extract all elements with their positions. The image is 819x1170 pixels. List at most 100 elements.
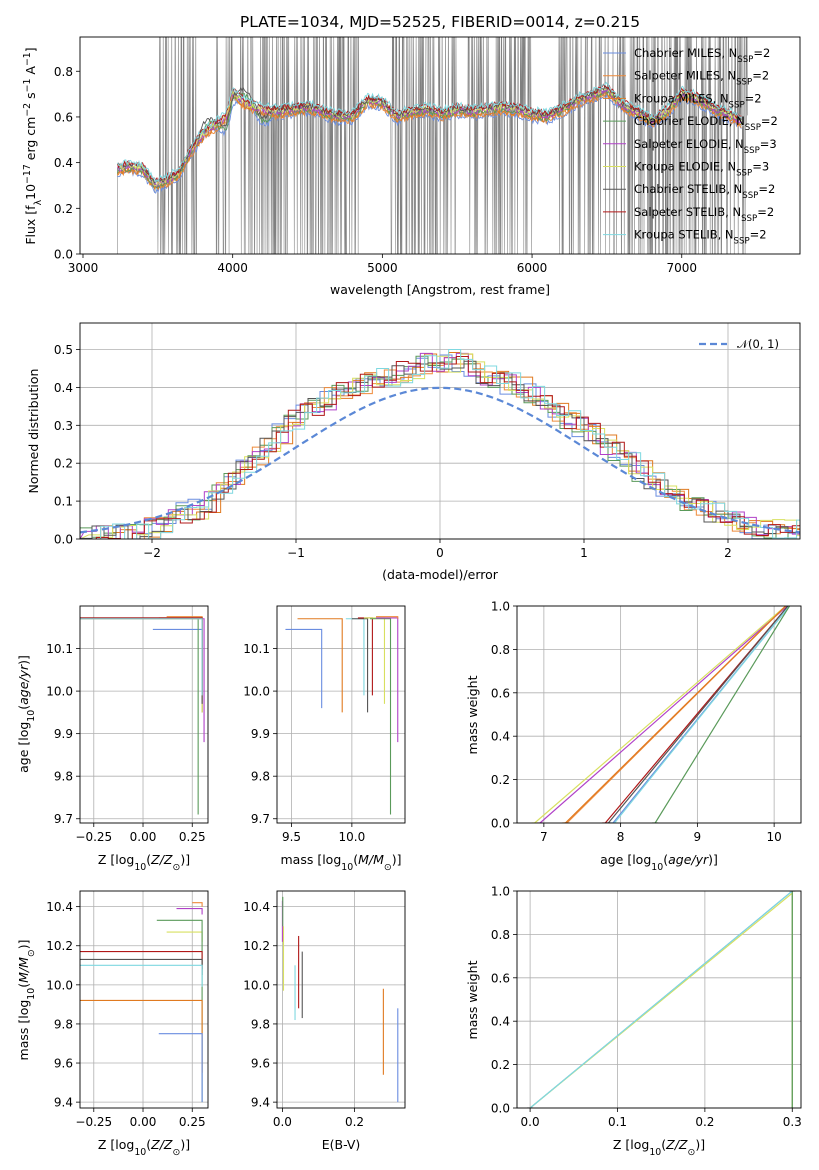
cumulative-salpeter-elodie	[539, 606, 788, 823]
y-tick-label: 9.8	[251, 770, 270, 784]
age-vs-z-axes: −0.25 0.00 0.25 9.7 9.8 9.9 10.0 10.1	[46, 605, 209, 844]
y-axis-label: Flux [fλ10−17 erg cm−2 s−1 A−1]	[22, 47, 44, 244]
x-tick-label: 0.25	[179, 1115, 206, 1129]
y-tick-label: 1.0	[491, 885, 510, 899]
x-tick-label: 0.00	[130, 830, 157, 844]
y-tick-label: 0.4	[54, 156, 73, 170]
mass-vs-ebv-frame	[276, 890, 406, 1109]
y-tick-label: 0.5	[54, 343, 73, 357]
mass-vs-z-frame	[79, 890, 209, 1109]
x-tick-label: 9.5	[282, 830, 301, 844]
x-tick-label: 0.0	[273, 1115, 292, 1129]
y-tick-label: 0.1	[54, 495, 73, 509]
mass-vs-z-plot	[80, 902, 203, 1103]
x-axis-label: mass [log10(M/M⊙)]	[281, 852, 402, 873]
x-tick-label: 2	[724, 546, 732, 560]
legend-label: Kroupa STELIB, NSSP=2	[634, 228, 767, 247]
y-tick-label: 10.0	[46, 978, 73, 992]
x-tick-label: 8	[617, 830, 625, 844]
legend-label: Chabrier MILES, NSSP=2	[634, 46, 770, 65]
histogram-salpeter-stelib	[80, 356, 800, 539]
x-tick-label: 0.2	[695, 1115, 714, 1129]
x-tick-label: 10	[766, 830, 781, 844]
y-tick-label: 0.8	[54, 65, 73, 79]
mass-weight-vs-age-axes: 7 8 9 10 0.0 0.2 0.4 0.6 0.8 1.0	[491, 600, 802, 844]
x-tick-label: 6000	[517, 261, 548, 275]
legend-label: Kroupa ELODIE, NSSP=3	[634, 160, 769, 179]
mass-vs-ebv-axes: 0.0 0.2 9.4 9.6 9.8 10.0 10.2 10.4	[243, 890, 406, 1129]
step-salpeter-miles	[376, 616, 399, 619]
x-tick-label: 1	[580, 546, 588, 560]
step-kroupa-stelib	[80, 964, 203, 987]
x-tick-label: −0.25	[75, 1115, 112, 1129]
normal-legend-label: 𝒩(0, 1)	[737, 337, 779, 351]
y-tick-label: 0.2	[54, 457, 73, 471]
age-vs-mass-plot	[285, 616, 399, 815]
step-chabrier-miles	[285, 628, 323, 709]
x-tick-label: 0.2	[345, 1115, 364, 1129]
model-spectrum-kroupa-stelib	[117, 81, 742, 183]
x-tick-label: −0.25	[75, 830, 112, 844]
age-vs-z-plot	[80, 616, 205, 815]
legend-label: Salpeter ELODIE, NSSP=3	[634, 137, 777, 156]
y-tick-label: 0.6	[491, 971, 510, 985]
model-spectrum-chabrier-stelib	[117, 84, 742, 184]
legend-label: Chabrier ELODIE, NSSP=2	[634, 114, 778, 133]
cumulative-kroupa-elodie	[534, 606, 787, 823]
y-tick-label: 0.0	[491, 1102, 510, 1116]
spectrum-frame	[79, 36, 801, 255]
x-tick-label: 5000	[367, 261, 398, 275]
step-kroupa-stelib	[80, 618, 203, 696]
x-axis-label: (data-model)/error	[382, 567, 499, 582]
y-tick-label: 0.2	[491, 1058, 510, 1072]
x-tick-label: 0.0	[521, 1115, 540, 1129]
y-axis-label: mass weight	[465, 960, 480, 1039]
mass-weight-vs-age-frame	[516, 605, 802, 824]
y-tick-label: 9.4	[54, 1096, 73, 1110]
step-salpeter-miles	[192, 902, 203, 907]
x-tick-label: 4000	[217, 261, 248, 275]
legend-label: Chabrier STELIB, NSSP=2	[634, 182, 775, 201]
y-tick-label: 10.4	[243, 900, 270, 914]
y-tick-label: 0.8	[491, 643, 510, 657]
x-tick-label: 0.00	[130, 1115, 157, 1129]
y-tick-label: 9.7	[251, 812, 270, 826]
model-spectrum-salpeter-stelib	[116, 83, 742, 183]
y-tick-label: 0.2	[491, 773, 510, 787]
step-chabrier-stelib	[351, 618, 369, 713]
x-axis-label: wavelength [Angstrom, rest frame]	[330, 282, 550, 297]
cumulative-kroupa-miles	[564, 606, 787, 823]
age-vs-mass-frame	[276, 605, 406, 824]
x-axis-label: Z [log10(Z/Z⊙)]	[98, 852, 190, 873]
x-tick-label: 7000	[666, 261, 697, 275]
y-tick-label: 10.0	[243, 685, 270, 699]
y-tick-label: 1.0	[491, 600, 510, 614]
y-tick-label: 0.4	[491, 730, 510, 744]
cumulative-chabrier-elodie	[654, 606, 791, 823]
cumulative-kroupa-stelib	[614, 606, 790, 823]
x-tick-label: 10.0	[339, 830, 366, 844]
legend-label: Kroupa MILES, NSSP=2	[634, 91, 762, 110]
step-salpeter-elodie	[176, 908, 203, 915]
y-tick-label: 9.6	[54, 1057, 73, 1071]
legend-label: Salpeter MILES, NSSP=2	[634, 69, 769, 88]
residuals-frame	[79, 322, 801, 540]
normal-pdf-curve	[80, 386, 800, 534]
y-tick-label: 0.4	[491, 1015, 510, 1029]
x-tick-label: 3000	[68, 261, 99, 275]
mass-vs-ebv-plot	[281, 896, 399, 1103]
x-axis-label: E(B-V)	[322, 1137, 361, 1152]
x-axis-label: Z [log10(Z/Z⊙)]	[613, 1137, 705, 1158]
y-tick-label: 9.4	[251, 1096, 270, 1110]
mass-weight-vs-z-axes: 0.0 0.1 0.2 0.3 0.0 0.2 0.4 0.6 0.8 1.0	[491, 885, 802, 1130]
x-tick-label: 0	[436, 546, 444, 560]
y-tick-label: 0.0	[54, 248, 73, 262]
y-tick-label: 0.6	[54, 110, 73, 124]
mass-weight-vs-z-plot	[527, 891, 796, 1108]
cumulative-kroupa-stelib	[529, 891, 793, 1108]
y-tick-label: 10.4	[46, 900, 73, 914]
model-spectrum-chabrier-miles	[117, 93, 742, 194]
y-tick-label: 0.8	[491, 928, 510, 942]
step-kroupa-miles	[297, 618, 343, 713]
